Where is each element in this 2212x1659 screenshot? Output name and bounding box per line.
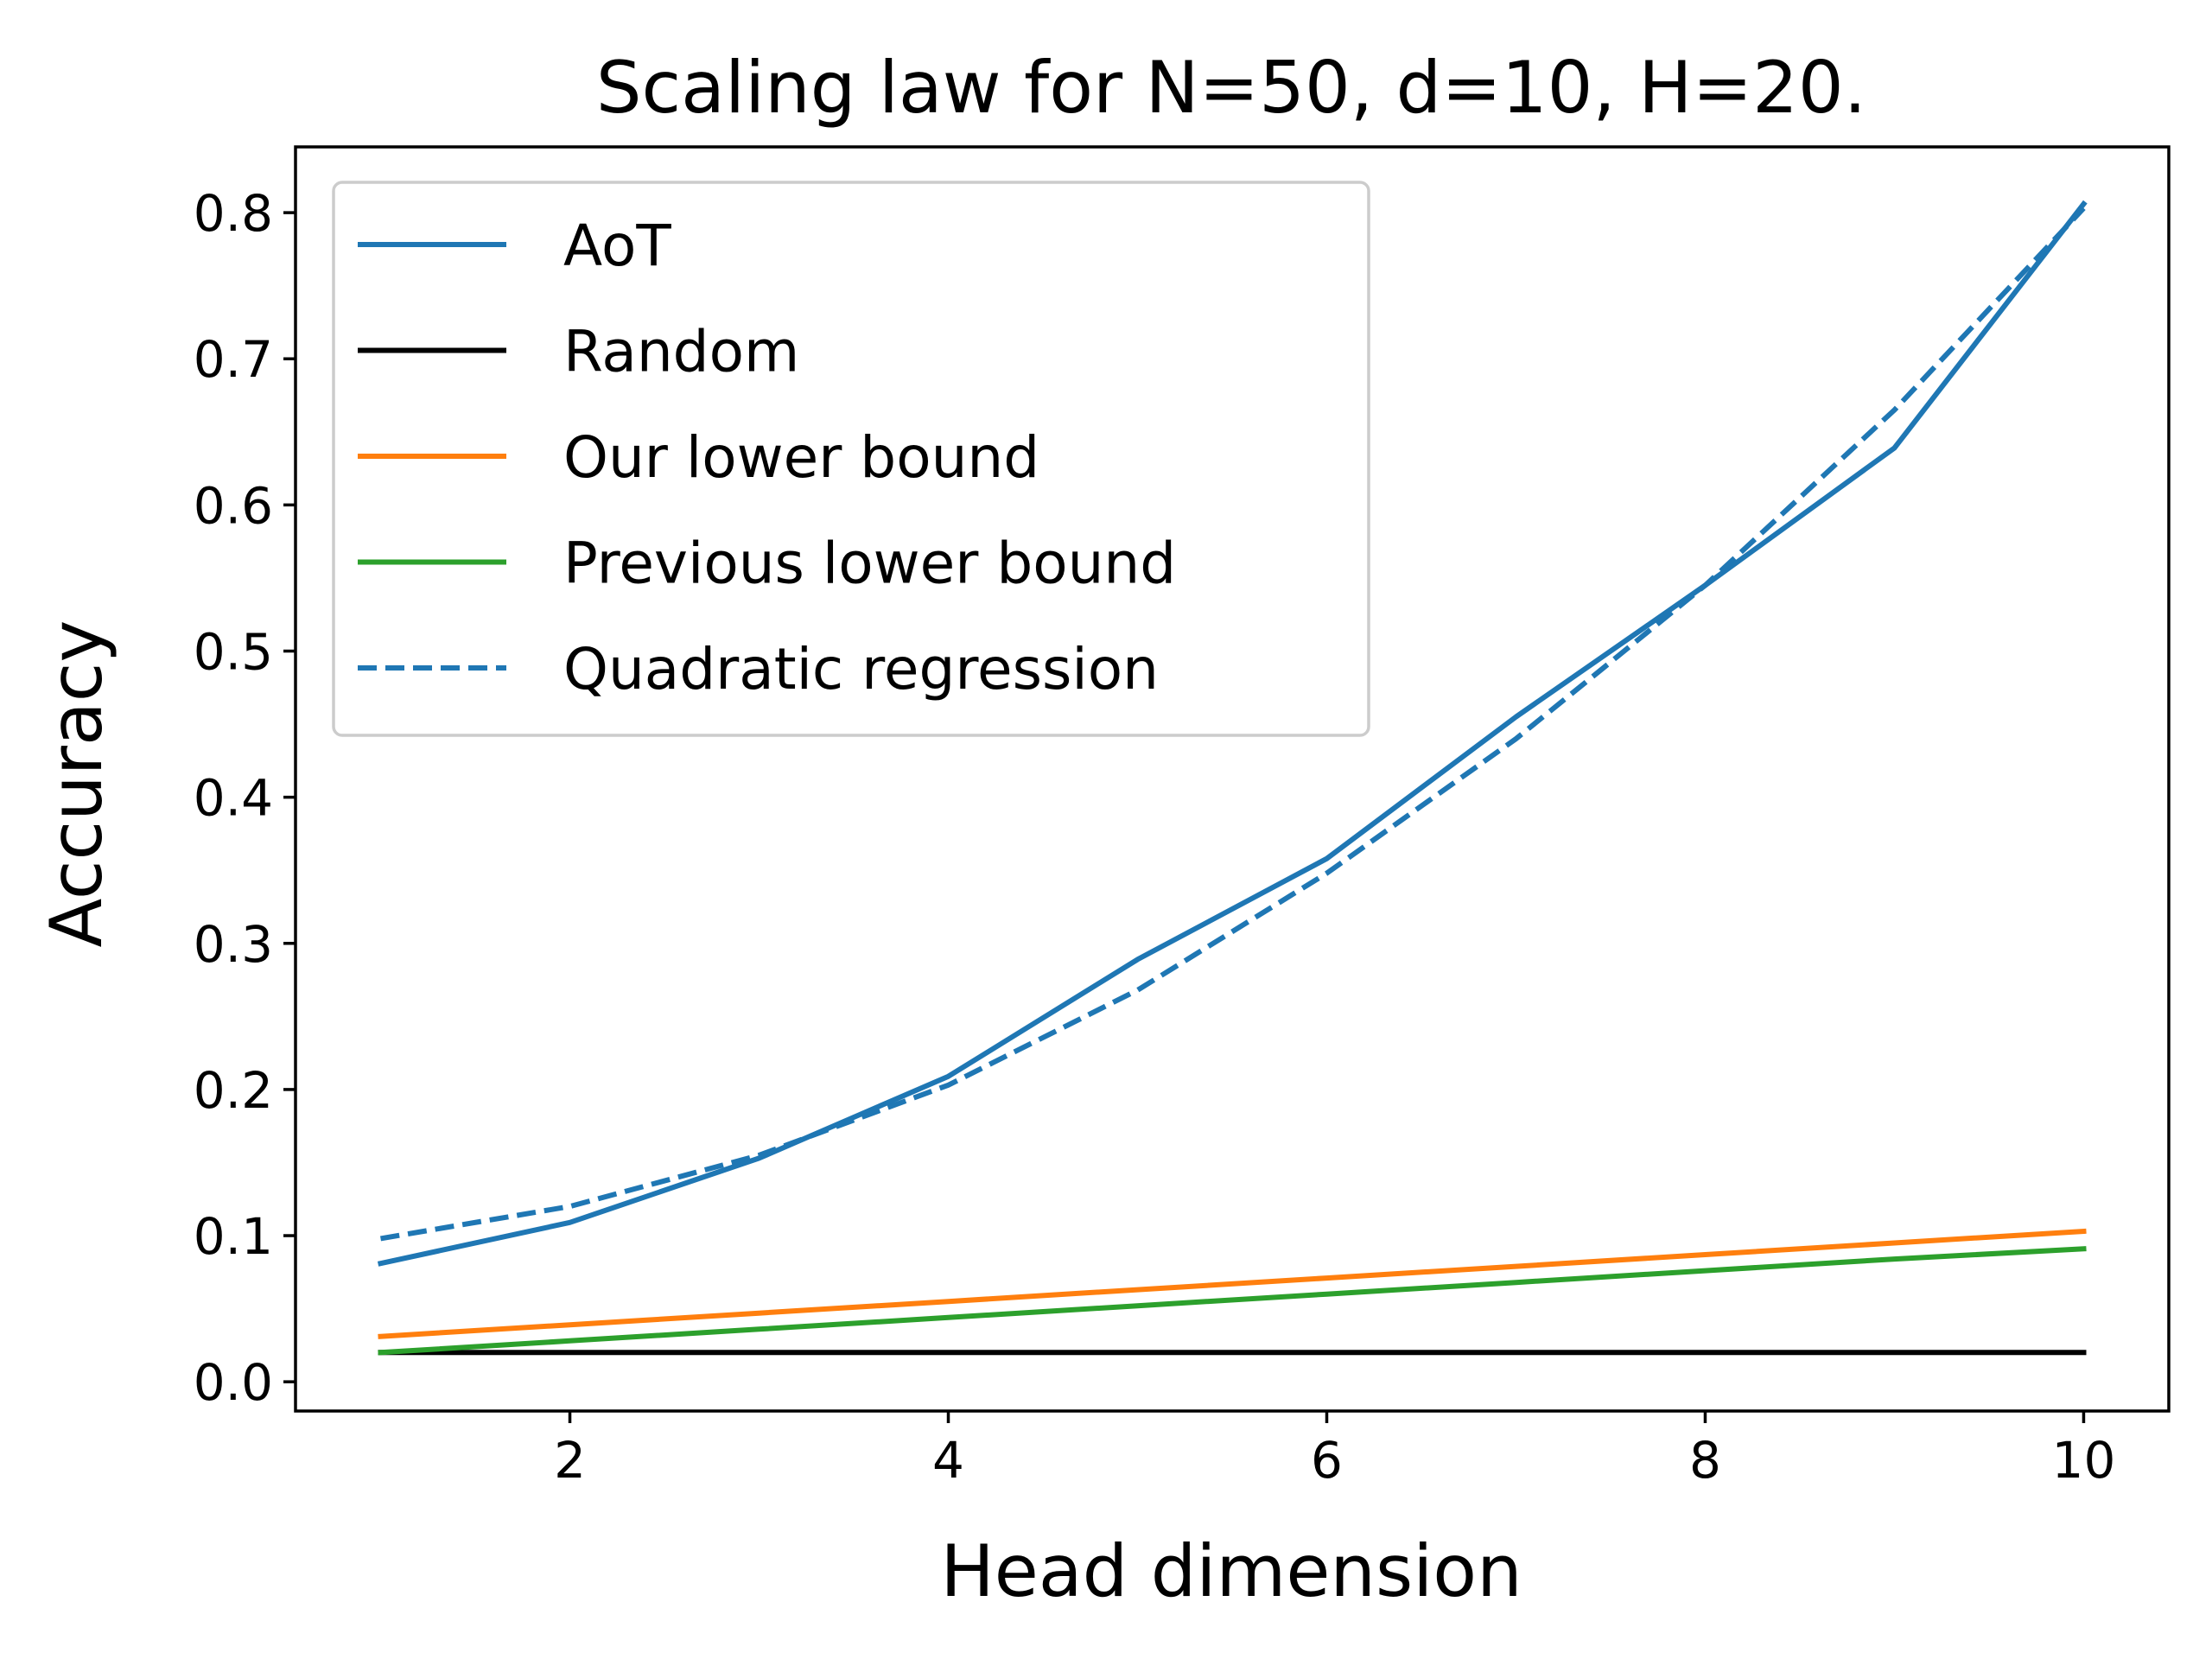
y-tick-label: 0.2 <box>194 1061 273 1120</box>
y-tick-label: 0.1 <box>194 1207 273 1266</box>
x-tick-label: 2 <box>554 1431 586 1490</box>
y-tick-label: 0.4 <box>194 769 273 828</box>
x-tick-label: 10 <box>2052 1431 2116 1490</box>
axes-frame <box>294 145 2171 1413</box>
legend-label-our-lower-bound: Our lower bound <box>563 424 1039 491</box>
legend-label-random: Random <box>563 319 799 385</box>
x-tick-label: 4 <box>932 1431 964 1490</box>
series-line-previous-lower-bound <box>378 1246 2087 1356</box>
plot-area <box>377 200 2088 1356</box>
axes: 2 4 6 8 10 0.0 0.1 0.2 0.3 0.4 0.5 0.6 0.7 0.8 <box>194 145 2171 1490</box>
series-line-our-lower-bound <box>378 1228 2087 1339</box>
y-tick-label: 0.7 <box>194 330 273 389</box>
y-axis-label: Accuracy <box>35 620 118 948</box>
series-line-aot <box>377 200 2088 1267</box>
legend-label-previous-lower-bound: Previous lower bound <box>563 531 1176 597</box>
y-tick-label: 0.3 <box>194 915 273 974</box>
legend-label-quadratic-regression: Quadratic regression <box>563 636 1159 702</box>
y-tick-label: 0.6 <box>194 476 273 535</box>
y-tick-label: 0.0 <box>194 1353 273 1412</box>
legend-box <box>332 181 1370 737</box>
legend-label-aot: AoT <box>563 213 671 279</box>
x-axis-label: Head dimension <box>940 1529 1522 1613</box>
x-tick-label: 6 <box>1311 1431 1343 1490</box>
series-lines <box>377 200 2088 1356</box>
legend: AoT Random Our lower bound Previous lower b… <box>332 181 1370 737</box>
chart-title: Scaling law for N=50, d=10, H=20. <box>596 46 1866 130</box>
y-tick-label: 0.5 <box>194 623 273 682</box>
y-tick-label: 0.8 <box>194 184 273 243</box>
series-line-quadratic-regression <box>379 206 2086 1242</box>
x-tick-label: 8 <box>1689 1431 1721 1490</box>
